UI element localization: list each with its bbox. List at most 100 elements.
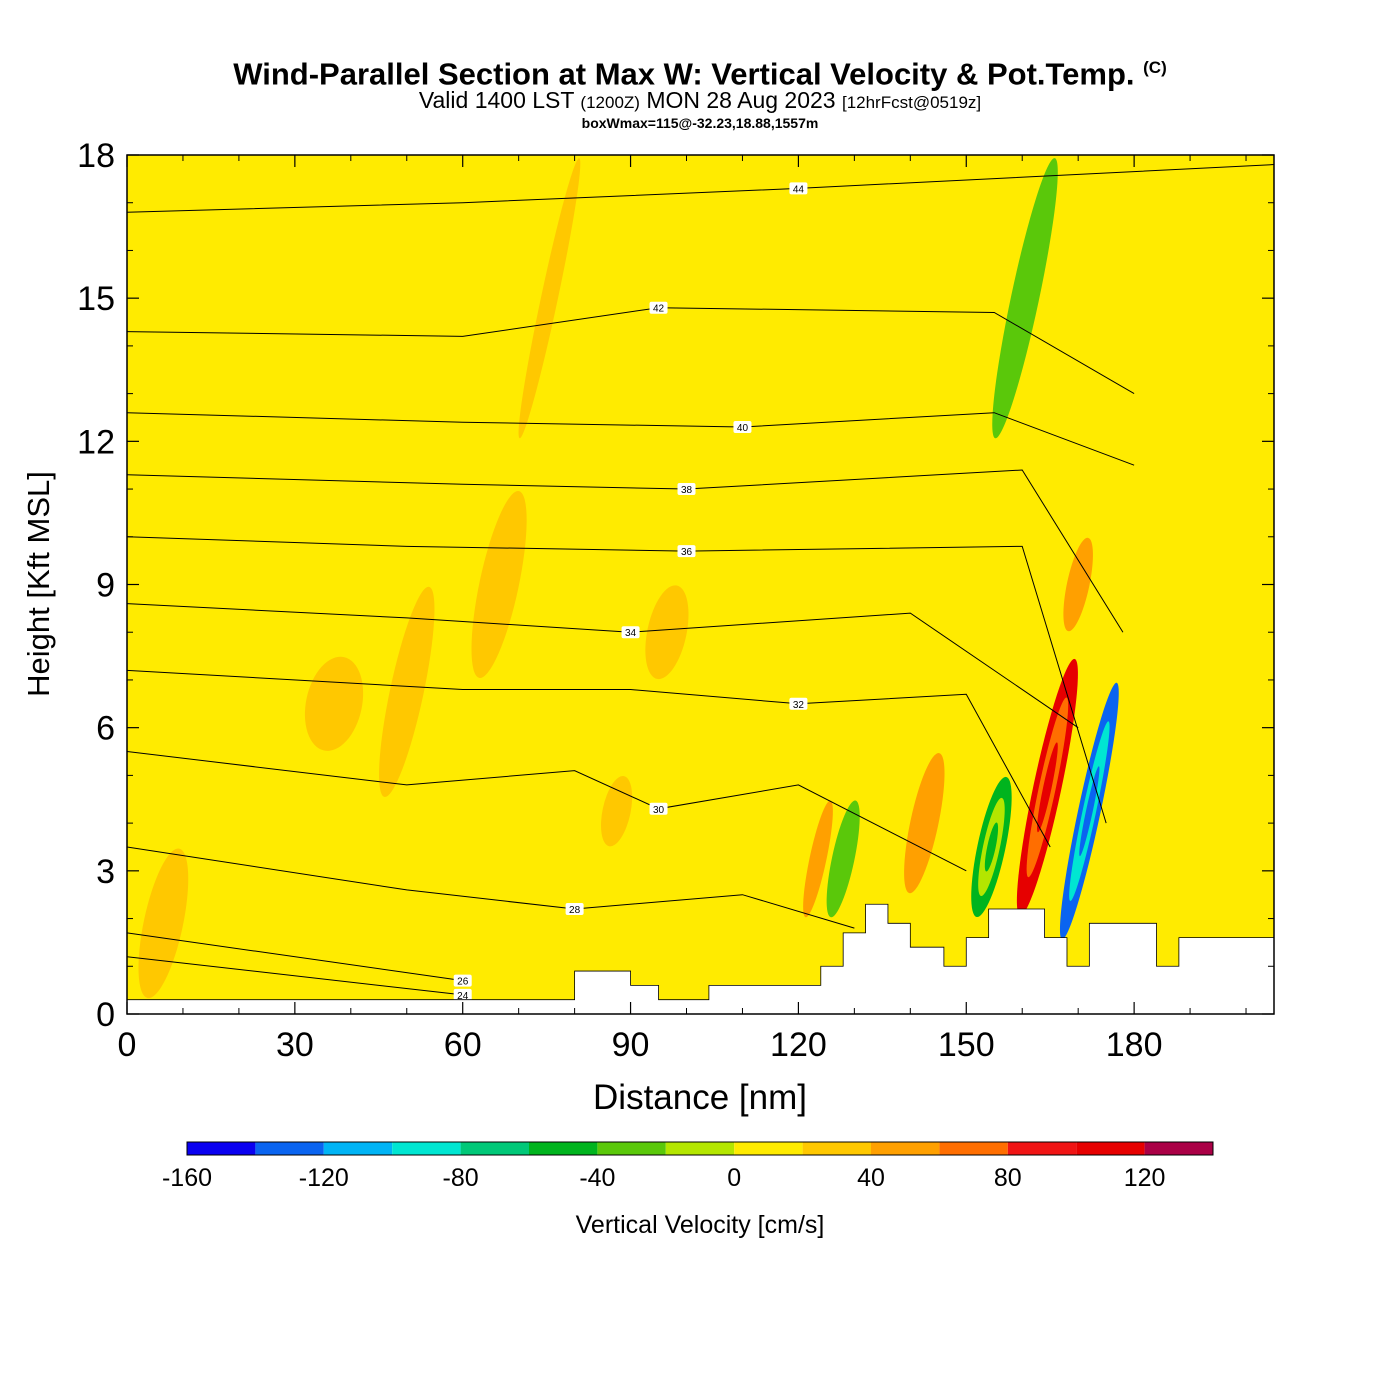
colorbar-tick-label: -40 [579,1164,615,1192]
theta-contour-label: 34 [621,626,640,639]
theta-contour-label: 36 [677,545,696,558]
x-tick-label: 180 [1106,1026,1163,1064]
theta-label-box [649,802,668,815]
updraft-band [138,848,189,999]
theta-contour-label: 32 [789,697,808,711]
theta-label-text: 34 [625,628,637,639]
theta-label-text: 30 [653,805,665,816]
y-tick-label: 12 [77,423,115,461]
theta-label-box [677,483,696,496]
terrain-mask [127,903,1274,1014]
downdraft-band-peak [1079,766,1100,857]
downdraft-band-peak [984,822,999,872]
theta-label-text: 44 [793,184,805,195]
updraft-band [471,491,527,678]
theta-label-text: 36 [681,547,693,558]
updraft-band [904,753,945,894]
theta-label-box [649,301,668,314]
colorbar-swatch [323,1142,393,1155]
forecast-label: [12hrFcst@0519z] [841,93,982,113]
colorbar-tick-label: -80 [443,1164,479,1192]
theta-label-text: 38 [681,485,693,496]
colorbar-swatch [734,1142,803,1155]
valid-time-label: Valid 1400 LST [418,87,575,114]
box-wmax-stats: boxWmax=115@-32.23,18.88,1557m [581,115,819,132]
plot-area: 24 26 28 30 32 34 36 38 40 42 44 [127,155,1274,1014]
colorbar-tick-label: 0 [727,1164,741,1192]
theta-label-text: 28 [569,905,581,916]
updraft-band [803,800,833,918]
theta-label-text: 24 [457,991,469,1002]
x-axis-label: Distance [nm] [593,1078,807,1117]
theta-contour-26 [127,932,463,982]
x-tick-label: 150 [938,1026,995,1064]
x-tick-label: 120 [770,1026,827,1064]
theta-contour-44 [127,164,1274,213]
colorbar-tick-label: 40 [857,1164,885,1192]
x-tick-label: 90 [612,1026,650,1064]
colorbar-label: Vertical Velocity [cm/s] [576,1211,825,1239]
updraft-band [518,158,581,439]
theta-contour-label: 28 [565,903,584,916]
theta-contour-label: 24 [453,988,472,1002]
theta-contour-label: 38 [677,483,696,496]
updraft-band [304,656,364,751]
theta-label-box [621,626,640,639]
y-tick-label: 9 [96,567,115,605]
updraft-band [1063,537,1093,632]
theta-contour-32 [127,669,1051,848]
theta-label-box [733,421,752,434]
valid-date-label: MON 28 Aug 2023 [646,87,836,114]
theta-label-box [789,182,808,195]
theta-contour-label: 30 [649,802,668,816]
theta-contour-label: 42 [649,301,668,315]
colorbar-tick-label: -160 [162,1164,212,1192]
chart-subtitle: Valid 1400 LST (1200Z) MON 28 Aug 2023 [… [0,88,1400,115]
y-tick-label: 3 [96,853,115,891]
theta-label-box [677,545,696,558]
title-block: Wind-Parallel Section at Max W: Vertical… [0,50,1400,131]
theta-label-box [453,988,472,1001]
updraft-band [645,585,689,680]
colorbar-swatch [529,1142,598,1155]
y-tick-label: 18 [77,137,115,175]
theta-contour-24 [127,956,463,996]
chart-title-text: Wind-Parallel Section at Max W: Vertical… [233,56,1135,92]
colorbar-tick-label: 80 [994,1164,1022,1192]
w-field-background [127,155,1274,1014]
colorbar-swatch [665,1142,735,1155]
valid-utc-label: (1200Z) [580,93,640,113]
colorbar-frame [186,1141,1214,1156]
downdraft-band [826,800,860,918]
x-tick-label: 30 [276,1026,314,1064]
colorbar-swatch [1007,1142,1077,1155]
colorbar-swatch [597,1142,666,1155]
colorbar-swatch [255,1142,324,1155]
colorbar-swatch [187,1142,256,1155]
theta-contour-30 [127,751,967,872]
chart-title: Wind-Parallel Section at Max W: Vertical… [0,50,1400,92]
colorbar-swatch [1144,1142,1213,1155]
theta-label-text: 42 [653,304,665,315]
theta-label-box [565,903,584,916]
x-tick-label: 0 [118,1026,137,1064]
colorbar-swatch [1076,1142,1145,1155]
colorbar-swatch [871,1142,940,1155]
colorbar-swatch [460,1142,529,1155]
theta-label-text: 32 [793,700,805,711]
colorbar-legend: -160 -120 -80 -40 0 40 80 120 [162,1141,1214,1192]
theta-contour-label: 44 [789,182,808,195]
colorbar-swatch [939,1142,1008,1155]
colorbar-tick-label: -120 [299,1164,349,1192]
downdraft-band [992,158,1058,439]
updraft-band-peak [1037,742,1058,833]
y-tick-label: 6 [96,710,115,748]
colorbar-swatch [802,1142,871,1155]
theta-label-text: 26 [457,977,469,988]
colorbar-swatch [392,1142,461,1155]
theta-label-text: 40 [737,423,749,434]
y-tick-label: 0 [96,996,115,1034]
colorbar-tick-label: 120 [1124,1164,1166,1192]
